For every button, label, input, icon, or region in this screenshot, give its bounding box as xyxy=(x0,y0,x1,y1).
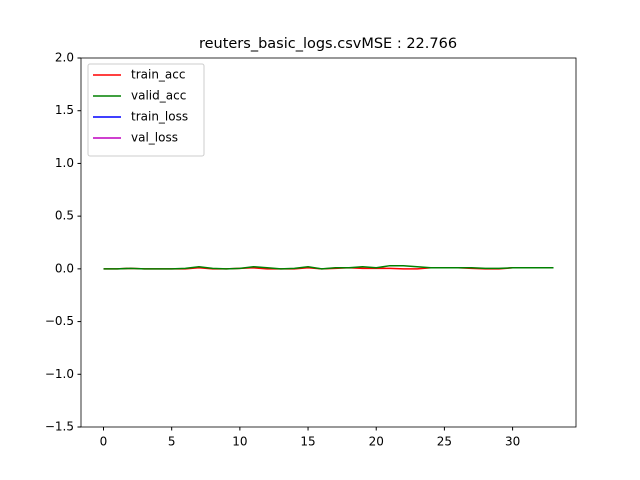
legend-box xyxy=(87,63,205,157)
legend-label: val_loss xyxy=(131,131,178,145)
y-tick-label: 1.0 xyxy=(55,156,74,170)
y-tick-label: −1.5 xyxy=(45,420,74,434)
legend-label: train_acc xyxy=(131,68,185,82)
x-tick-label: 30 xyxy=(505,435,520,449)
x-tick-label: 10 xyxy=(232,435,247,449)
y-tick-label: 1.5 xyxy=(55,103,74,117)
x-tick-label: 0 xyxy=(100,435,108,449)
y-tick-label: 2.0 xyxy=(55,51,74,65)
x-tick-label: 5 xyxy=(168,435,176,449)
axes-frame xyxy=(80,57,577,428)
x-tick-label: 25 xyxy=(437,435,452,449)
x-tick-label: 20 xyxy=(369,435,384,449)
series-line xyxy=(103,264,554,270)
legend-label: valid_acc xyxy=(131,89,186,103)
y-tick-label: 0.5 xyxy=(55,209,74,223)
x-tick-label: 15 xyxy=(300,435,315,449)
legend-label: train_loss xyxy=(131,110,188,124)
y-tick-label: −0.5 xyxy=(45,314,74,328)
chart-title: reuters_basic_logs.csvMSE : 22.766 xyxy=(199,36,457,52)
y-tick-label: −1.0 xyxy=(45,367,74,381)
y-tick-label: 0.0 xyxy=(55,261,74,275)
